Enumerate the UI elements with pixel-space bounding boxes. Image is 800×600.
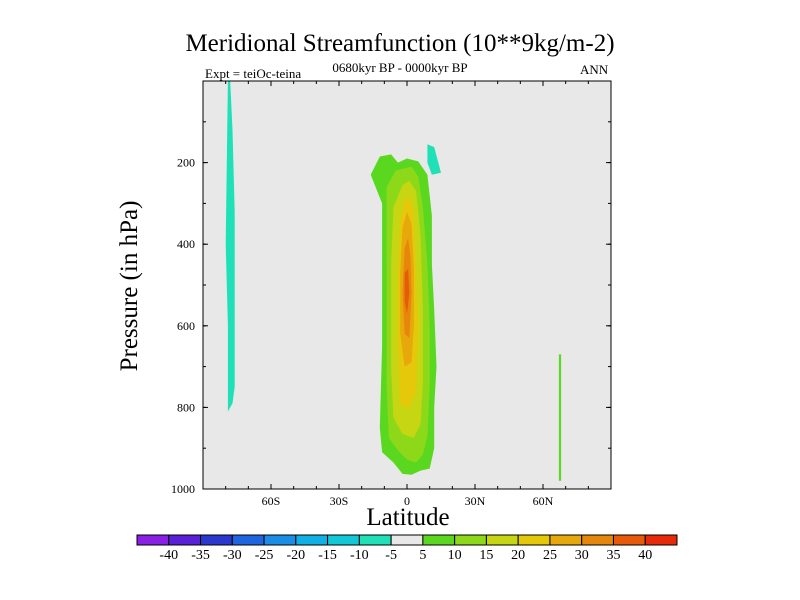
- x-tick-label: 60S: [262, 494, 281, 508]
- colorbar-swatch: [136, 534, 170, 546]
- colorbar-label: 35: [606, 548, 620, 563]
- colorbar-swatch: [422, 534, 456, 546]
- y-tick-label: 600: [177, 319, 195, 333]
- colorbar-label: 5: [419, 548, 426, 563]
- tropical-cell-35: [404, 268, 410, 314]
- colorbar-label: -30: [223, 548, 242, 563]
- season-label: ANN: [580, 62, 609, 77]
- y-tick-label: 800: [177, 400, 195, 414]
- colorbar-swatch: [200, 534, 233, 546]
- colorbar-swatch: [390, 534, 424, 546]
- colorbar-label: -10: [350, 548, 369, 563]
- colorbar-swatch: [549, 534, 583, 546]
- colorbar-swatch: [644, 534, 678, 546]
- colorbar-swatch: [295, 534, 329, 546]
- colorbar-label: -25: [255, 548, 274, 563]
- x-tick-label: 30S: [330, 494, 349, 508]
- positive-cell-nh-lower: [558, 354, 562, 481]
- colorbar-swatch: [168, 534, 202, 546]
- x-axis: 60S 30S 0 30N 60N: [202, 81, 612, 508]
- negative-cell-nh-upper: [427, 144, 441, 175]
- experiment-label: Expt = teiOc-teina: [205, 66, 302, 81]
- negative-cell-sh-high-lat: [225, 81, 235, 412]
- x-tick-label: 60N: [533, 494, 554, 508]
- colorbar-label: -20: [286, 548, 305, 563]
- colorbar: -40 -35 -30 -25 -20 -15 -10 -5 5 10 15 20 25 30 35 40: [136, 534, 678, 563]
- colorbar-swatch: [485, 534, 519, 546]
- colorbar-label: 25: [543, 548, 557, 563]
- colorbar-label: 15: [479, 548, 493, 563]
- colorbar-label: -40: [159, 548, 178, 563]
- y-tick-label: 1000: [171, 482, 195, 496]
- colorbar-swatch: [517, 534, 551, 546]
- x-tick-label: 0: [404, 494, 410, 508]
- colorbar-swatch: [327, 534, 360, 546]
- colorbar-label: -5: [385, 548, 397, 563]
- chart-subtitle: 0680kyr BP - 0000kyr BP: [332, 60, 468, 75]
- x-axis-label: Latitude: [366, 504, 450, 531]
- colorbar-swatch: [231, 534, 265, 546]
- colorbar-swatch: [263, 534, 297, 546]
- x-tick-label: 30N: [465, 494, 486, 508]
- colorbar-label: 20: [511, 548, 525, 563]
- colorbar-label: 30: [575, 548, 589, 563]
- colorbar-label: -15: [318, 548, 337, 563]
- contour-regions: [225, 81, 562, 481]
- colorbar-swatch: [358, 534, 392, 546]
- colorbar-label: 10: [448, 548, 462, 563]
- y-axis: 200 400 600 800 1000: [171, 121, 611, 496]
- chart-title: Meridional Streamfunction (10**9kg/m-2): [185, 30, 615, 57]
- colorbar-swatch: [612, 534, 646, 546]
- colorbar-swatch: [581, 534, 614, 546]
- colorbar-swatch: [454, 534, 487, 546]
- colorbar-label: -35: [191, 548, 210, 563]
- colorbar-label: 40: [638, 548, 652, 563]
- y-tick-label: 200: [177, 156, 195, 170]
- y-tick-label: 400: [177, 237, 195, 251]
